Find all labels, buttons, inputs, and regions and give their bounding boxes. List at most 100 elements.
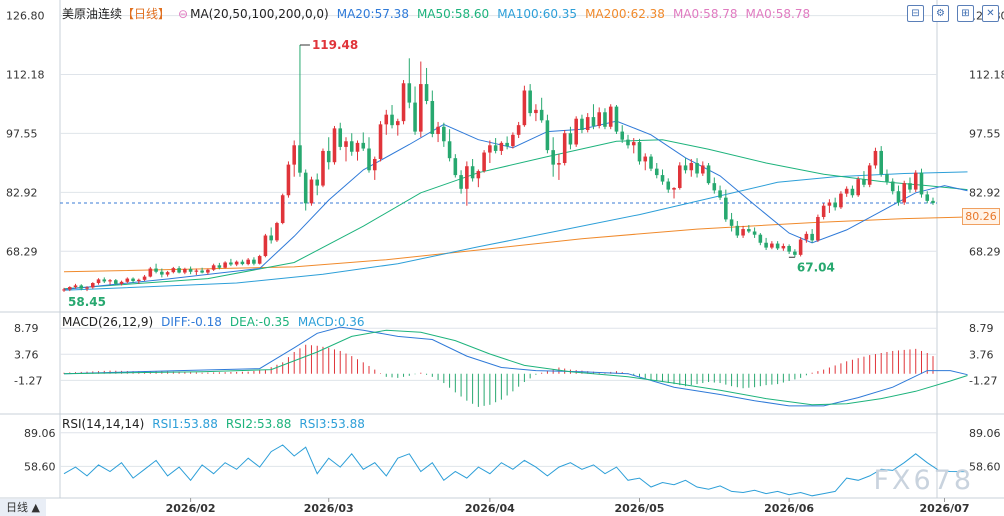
candle-body bbox=[626, 139, 630, 146]
candle-body bbox=[885, 174, 889, 182]
candle-body bbox=[223, 262, 227, 268]
candle-body bbox=[896, 191, 901, 203]
candle-body bbox=[649, 156, 653, 169]
candle-body bbox=[718, 190, 722, 198]
candle-body bbox=[821, 205, 826, 217]
y-tick-label-left: 68.29 bbox=[6, 245, 38, 258]
candle-body bbox=[603, 112, 607, 127]
candle-body bbox=[689, 163, 694, 171]
candle-body bbox=[908, 183, 912, 190]
ma-value: MA0:58.78 bbox=[745, 7, 811, 21]
x-tick-label: 2026/02 bbox=[166, 502, 216, 515]
candle-body bbox=[712, 183, 717, 191]
candle-body bbox=[902, 183, 907, 203]
macd-tick-label-left: 8.79 bbox=[14, 322, 39, 335]
candle-body bbox=[798, 239, 803, 255]
ma100-line bbox=[63, 171, 968, 291]
candle-body bbox=[770, 243, 774, 248]
y-tick-label-right: 97.55 bbox=[969, 127, 1001, 140]
ma-values: MA20:57.38 MA50:58.60 MA100:60.35 MA200:62.… bbox=[337, 7, 818, 21]
candle-body bbox=[321, 150, 325, 186]
candle-body bbox=[62, 289, 66, 291]
macd-value: DEA:-0.35 bbox=[229, 315, 290, 329]
rsi-tick-label-right: 58.60 bbox=[969, 460, 1001, 473]
ma-value: MA200:62.38 bbox=[585, 7, 665, 21]
candle-body bbox=[862, 179, 866, 185]
candle-body bbox=[931, 200, 935, 204]
candle-body bbox=[804, 233, 809, 240]
main-legend: 美原油连续【日线】 ⊖ MA(20,50,100,200,0,0) MA20:57.3… bbox=[62, 7, 826, 21]
candle-body bbox=[367, 148, 371, 171]
settings-icon[interactable]: ⚙ bbox=[932, 5, 949, 22]
zoom-in-icon[interactable]: ⊞ bbox=[957, 5, 974, 22]
close-icon[interactable]: ✕ bbox=[982, 5, 999, 22]
candle-body bbox=[522, 90, 527, 126]
candle-body bbox=[562, 133, 567, 164]
candle-body bbox=[229, 262, 233, 265]
candle-body bbox=[188, 268, 193, 272]
candle-body bbox=[384, 114, 389, 125]
candle-body bbox=[85, 287, 89, 289]
candle-body bbox=[275, 223, 279, 241]
candle-body bbox=[401, 83, 406, 122]
candle-body bbox=[758, 234, 763, 243]
min-price-label-left: 58.45 bbox=[68, 295, 106, 309]
candle-body bbox=[280, 195, 285, 224]
candle-body bbox=[775, 243, 780, 249]
macd-legend: MACD(26,12,9) DIFF:-0.18 DEA:-0.35 MACD:0.3… bbox=[62, 315, 381, 329]
candle-body bbox=[614, 106, 619, 132]
candle-body bbox=[344, 141, 348, 147]
zoom-out-icon[interactable]: ⊟ bbox=[907, 5, 924, 22]
candle-body bbox=[493, 145, 498, 151]
x-tick-label: 2026/04 bbox=[465, 502, 515, 515]
instrument-title: 美原油连续 bbox=[62, 7, 123, 21]
candle-body bbox=[787, 245, 791, 252]
candle-body bbox=[631, 142, 636, 146]
rsi-value: RSI3:53.88 bbox=[299, 417, 365, 431]
rsi-legend: RSI(14,14,14) RSI1:53.88 RSI2:53.88 RSI3:53… bbox=[62, 417, 381, 431]
ma-value: MA0:58.78 bbox=[672, 7, 738, 21]
candle-body bbox=[620, 131, 625, 140]
ma50-line bbox=[63, 139, 968, 290]
candle-body bbox=[568, 133, 573, 145]
candle-body bbox=[355, 142, 360, 152]
candle-body bbox=[764, 242, 768, 248]
candle-body bbox=[729, 219, 734, 226]
rsi-tick-label-left: 89.06 bbox=[24, 427, 56, 440]
candle-body bbox=[338, 128, 343, 147]
candle-body bbox=[534, 109, 538, 114]
candle-body bbox=[396, 121, 400, 126]
candle-body bbox=[747, 229, 751, 232]
candle-body bbox=[465, 166, 469, 189]
current-price-label: 80.26 bbox=[962, 208, 1000, 225]
candle-body bbox=[701, 165, 705, 174]
candle-body bbox=[263, 235, 268, 257]
candle-body bbox=[183, 268, 187, 273]
rsi-value: RSI2:53.88 bbox=[225, 417, 292, 431]
candle-body bbox=[137, 279, 141, 282]
candle-body bbox=[407, 83, 412, 103]
candle-body bbox=[108, 280, 112, 282]
candle-body bbox=[292, 145, 296, 165]
candle-body bbox=[511, 134, 515, 147]
period-selector-button[interactable]: 日线 ▲ bbox=[0, 499, 46, 516]
y-tick-label-left: 112.18 bbox=[6, 68, 45, 81]
candle-body bbox=[499, 142, 504, 151]
candle-body bbox=[608, 106, 613, 127]
candle-body bbox=[142, 276, 147, 280]
candle-body bbox=[839, 193, 843, 208]
candle-body bbox=[436, 126, 440, 135]
candle-body bbox=[557, 163, 561, 165]
candle-body bbox=[637, 142, 642, 162]
candle-body bbox=[206, 269, 210, 273]
macd-tick-label-right: 8.79 bbox=[969, 322, 994, 335]
candle-body bbox=[160, 271, 164, 275]
ma-value: MA20:57.38 bbox=[336, 7, 409, 21]
candle-body bbox=[672, 187, 676, 190]
settings-gear-icon[interactable]: ⊖ bbox=[178, 7, 189, 21]
y-tick-label-right: 68.29 bbox=[969, 245, 1001, 258]
candle-body bbox=[793, 251, 797, 255]
candle-body bbox=[269, 235, 273, 241]
candle-body bbox=[154, 268, 158, 272]
